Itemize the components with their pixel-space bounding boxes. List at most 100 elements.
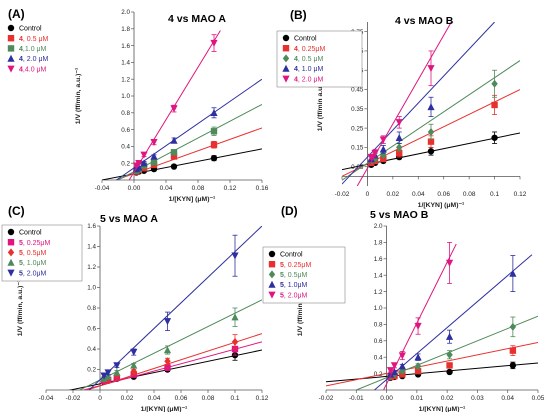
legend-marker [7, 45, 15, 52]
data-point [379, 136, 387, 144]
legend-marker [268, 261, 276, 268]
legend: Control 4, 0.5 μM4,1.0 μM 4, 2.0 μM 4,4.0 μ… [7, 24, 49, 73]
x-tick-label: -0.02 [319, 395, 334, 402]
y-tick-label: 0.8 [121, 110, 130, 117]
x-tick-label: 0.04 [160, 185, 173, 192]
x-tick-label: 0.06 [175, 395, 188, 402]
data-point [135, 163, 143, 171]
y-axis-label: 1/V (ff/min, a.u.)⁻¹ [75, 67, 82, 124]
data-point [150, 152, 158, 160]
chart-title-text: vs MAO A [174, 13, 227, 25]
legend-marker [268, 270, 276, 279]
legend-marker [268, 280, 276, 288]
data-point [491, 101, 498, 109]
data-point [427, 103, 435, 111]
data-point [170, 149, 178, 156]
chart-title: 5 vs MAO A [100, 213, 158, 225]
y-tick-label: 1.8 [121, 26, 130, 33]
y-tick-label: 1.0 [87, 285, 96, 292]
y-tick-label: 0.8 [374, 322, 383, 329]
legend-marker [268, 250, 276, 258]
x-tick-label: 0.12 [224, 185, 237, 192]
legend-entry: 4, 2.0 μM [19, 56, 49, 63]
y-axis-label: 1/V (ff/min, a.u.)⁻¹ [17, 279, 24, 336]
legend-entry: 5, 2.0μM [19, 270, 47, 277]
data-point [371, 150, 379, 157]
series-1 [326, 361, 538, 383]
chart-title-text: vs MAO B [401, 15, 454, 27]
x-tick-label: 0.12 [256, 395, 269, 402]
legend-marker [7, 65, 15, 73]
legend-entry-text: , 0.25μM [284, 262, 312, 269]
legend-entry: 4, 0.5 μM [19, 36, 49, 43]
legend-compound-number: 5 [19, 240, 23, 247]
legend-entry: 5, 0.5μM [280, 272, 308, 279]
legend-entry-text: , 2.0 μM [298, 76, 324, 83]
legend-marker [7, 54, 15, 62]
y-tick-label: 1.4 [121, 60, 130, 67]
x-tick-label: 0.06 [437, 191, 450, 198]
plot-area [326, 241, 538, 390]
legend-marker [7, 269, 15, 277]
series-2 [326, 341, 538, 387]
data-point [509, 322, 517, 331]
data-point [509, 347, 517, 354]
fit-line [374, 254, 533, 390]
legend-entry: 4,4.0 μM [19, 66, 47, 73]
legend-entry: 5, 1.0μM [280, 282, 308, 289]
data-point [446, 350, 453, 359]
x-tick-label: 0.05 [532, 395, 545, 402]
fit-line [356, 22, 452, 186]
x-tick-label: -0.02 [335, 191, 350, 198]
legend-entry: 4, 2.0 μM [294, 76, 324, 83]
data-point [140, 151, 148, 159]
y-tick-label: 1.6 [121, 43, 130, 50]
data-point [164, 357, 171, 366]
legend-entry-text: ,1.0 μM [23, 46, 47, 53]
y-tick-label: 1.0 [374, 305, 383, 312]
legend-entry-text: , 2.0μM [23, 270, 47, 277]
data-point [130, 367, 137, 376]
panel-label: (A) [8, 7, 25, 21]
y-tick-label: 0.4 [121, 144, 130, 151]
chart-title-number: 5 [370, 209, 376, 221]
legend-entry: 5, 2.0μM [280, 292, 308, 299]
x-axis-label: 1/[KYN] (μM)⁻¹ [419, 406, 466, 412]
series-5 [128, 30, 221, 180]
legend-entry-text: ,4.0 μM [23, 66, 47, 73]
data-point [427, 65, 435, 73]
data-point [150, 159, 158, 166]
y-tick-label: 0.6 [374, 338, 383, 345]
fit-line [116, 103, 262, 180]
plot-area [102, 30, 262, 180]
data-point [113, 368, 121, 376]
data-point [446, 362, 453, 369]
y-tick-label: 0.4 [374, 354, 383, 361]
legend-entry-text: Control [19, 26, 42, 33]
y-tick-label: 0.45 [351, 87, 364, 94]
fit-line [342, 22, 495, 185]
legend-compound-number: 4 [294, 46, 298, 53]
legend-compound-number: 5 [280, 282, 284, 289]
y-tick-label: 2.0 [374, 223, 383, 230]
legend-entry: Control [19, 26, 42, 33]
chart-panel-3: -0.04 -0.02 0 0.02 0.04 0.06 0.08 0.1 0.12 0.2 0.4… [1, 204, 269, 413]
y-tick-label: 1.2 [121, 76, 130, 83]
data-point [414, 367, 422, 375]
legend-marker [7, 24, 15, 32]
data-point [170, 153, 178, 160]
data-point [135, 160, 143, 167]
legend-marker [268, 291, 276, 299]
data-point [390, 368, 399, 376]
legend-entry-text: Control [294, 36, 317, 43]
y-tick-label: 1.8 [374, 240, 383, 247]
legend-compound-number: 4 [19, 36, 23, 43]
data-point [398, 352, 406, 360]
fit-line [115, 78, 262, 180]
y-tick-label: 1.4 [87, 244, 96, 251]
y-tick-label: 0.4 [87, 346, 96, 353]
data-point [231, 252, 239, 260]
legend-entry-text: , 0.25μM [23, 240, 51, 247]
